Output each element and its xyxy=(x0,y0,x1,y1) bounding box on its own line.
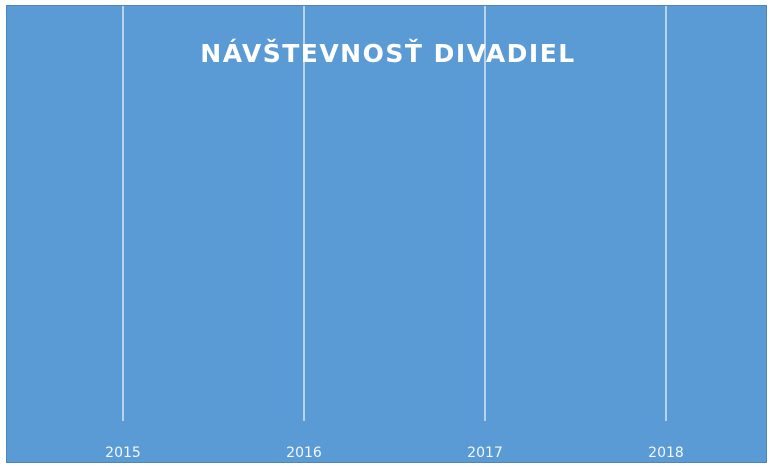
tick-label: 2017 xyxy=(467,445,503,461)
x-axis-ticks: 2015 2016 2017 2018 xyxy=(105,445,684,461)
tick-label: 2016 xyxy=(286,445,322,461)
line-chart: NÁVŠTEVNOSŤ DIVADIEL 1 606 1751 632 9101… xyxy=(105,6,684,461)
tick-label: 2015 xyxy=(105,445,141,461)
drop-lines xyxy=(122,6,667,421)
chart-title: NÁVŠTEVNOSŤ DIVADIEL xyxy=(200,38,575,68)
chart-area: NÁVŠTEVNOSŤ DIVADIEL 1 606 1751 632 9101… xyxy=(6,5,767,463)
tick-label: 2018 xyxy=(648,445,684,461)
